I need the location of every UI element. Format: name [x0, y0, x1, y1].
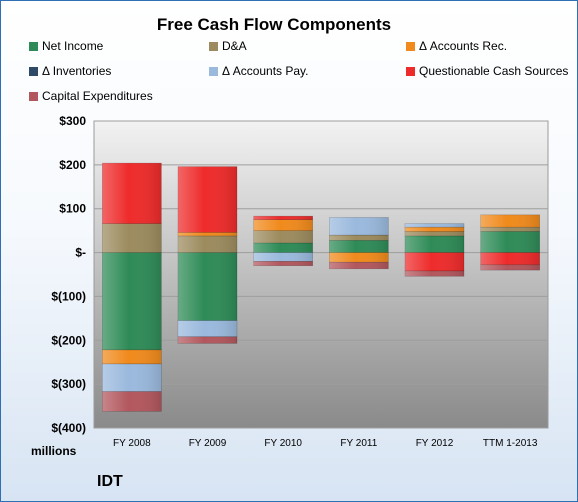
bar-capital-expenditures-ttm-1-2013-shade	[480, 264, 540, 271]
bar-net-income-fy-2009-shade	[177, 252, 238, 321]
bar-capital-expenditures-fy-2008-shade	[102, 391, 162, 412]
bar-net-income-fy-2012-shade	[404, 235, 465, 253]
bar-questionable-cash-sources-fy-2010-shade	[253, 216, 313, 220]
bar-accounts-pay-fy-2009-shade	[177, 320, 238, 337]
bar-accounts-pay-fy-2010-shade	[253, 252, 313, 262]
legend-item-questionable-cash-sources: Questionable Cash Sources	[406, 64, 568, 78]
legend-label: Capital Expenditures	[42, 89, 153, 103]
bar-accounts-pay-fy-2012-shade	[404, 223, 465, 228]
legend-item-d-a: D&A	[209, 39, 247, 53]
x-tick-label: FY 2008	[113, 438, 151, 449]
bar-accounts-rec-ttm-1-2013-shade	[480, 214, 540, 228]
bar-accounts-rec-fy-2011-shade	[329, 252, 389, 263]
bar-capital-expenditures-fy-2011-shade	[329, 262, 389, 269]
y-tick-label: $(400)	[51, 421, 86, 435]
bar-accounts-rec-fy-2012-shade	[404, 227, 465, 232]
legend-swatch	[29, 42, 38, 51]
legend-swatch	[406, 42, 415, 51]
legend-label: Δ Accounts Pay.	[222, 64, 309, 78]
x-tick-label: FY 2010	[264, 438, 302, 449]
x-tick-label: FY 2009	[189, 438, 227, 449]
legend-label: Net Income	[42, 39, 104, 53]
y-tick-label: $100	[59, 202, 86, 216]
legend-swatch	[406, 67, 415, 76]
legend-label: D&A	[222, 39, 247, 53]
bar-d-a-ttm-1-2013-shade	[480, 227, 540, 232]
bar-net-income-fy-2008-shade	[102, 252, 162, 350]
y-tick-label: $-	[75, 246, 86, 260]
bar-d-a-fy-2012-shade	[404, 231, 465, 236]
bar-net-income-ttm-1-2013-shade	[480, 231, 540, 253]
bar-questionable-cash-sources-fy-2009-shade	[177, 166, 238, 233]
chart-title: Free Cash Flow Components	[156, 15, 392, 34]
bar-accounts-pay-fy-2011-shade	[329, 217, 389, 236]
legend-label: Questionable Cash Sources	[419, 64, 569, 78]
legend-item-accounts-rec: Δ Accounts Rec.	[406, 39, 507, 53]
bar-capital-expenditures-fy-2009-shade	[177, 336, 238, 344]
bar-net-income-fy-2011-shade	[329, 240, 389, 253]
x-tick-label: TTM 1-2013	[483, 438, 538, 449]
legend-item-inventories: Δ Inventories	[29, 64, 111, 78]
company-label: IDT	[97, 473, 123, 490]
y-tick-label: $(100)	[51, 289, 86, 303]
legend-swatch	[29, 92, 38, 101]
bar-accounts-rec-fy-2008-shade	[102, 349, 162, 364]
legend-label: Δ Inventories	[42, 64, 112, 78]
legend-item-net-income: Net Income	[29, 39, 103, 53]
bar-accounts-rec-fy-2009-shade	[177, 232, 238, 236]
bar-d-a-fy-2011-shade	[329, 235, 389, 241]
legend-label: Δ Accounts Rec.	[419, 39, 508, 53]
bar-questionable-cash-sources-fy-2012-shade	[404, 252, 465, 271]
bar-questionable-cash-sources-ttm-1-2013-shade	[480, 252, 540, 265]
legend-swatch	[209, 42, 218, 51]
bar-d-a-fy-2010-shade	[253, 230, 313, 243]
units-label: millions	[31, 444, 77, 458]
y-tick-label: $(200)	[51, 333, 86, 347]
bar-capital-expenditures-fy-2010-shade	[253, 261, 313, 266]
bar-net-income-fy-2010-shade	[253, 242, 313, 253]
x-tick-label: FY 2011	[340, 438, 377, 449]
y-tick-label: $200	[59, 158, 86, 172]
legend-item-capital-expenditures: Capital Expenditures	[29, 89, 153, 103]
bar-accounts-rec-fy-2010-shade	[253, 219, 313, 231]
legend-swatch	[209, 67, 218, 76]
legend-swatch	[29, 67, 38, 76]
bar-d-a-fy-2008-shade	[102, 223, 162, 253]
x-tick-label: FY 2012	[416, 438, 454, 449]
bar-d-a-fy-2009-shade	[177, 235, 238, 253]
y-tick-label: $(300)	[51, 377, 86, 391]
bar-questionable-cash-sources-fy-2008-shade	[102, 163, 162, 224]
plot-area	[93, 120, 549, 429]
y-tick-label: $300	[59, 114, 86, 128]
legend-item-accounts-pay: Δ Accounts Pay.	[209, 64, 309, 78]
bar-capital-expenditures-fy-2012-shade	[404, 270, 465, 277]
bar-accounts-pay-fy-2008-shade	[102, 363, 162, 392]
